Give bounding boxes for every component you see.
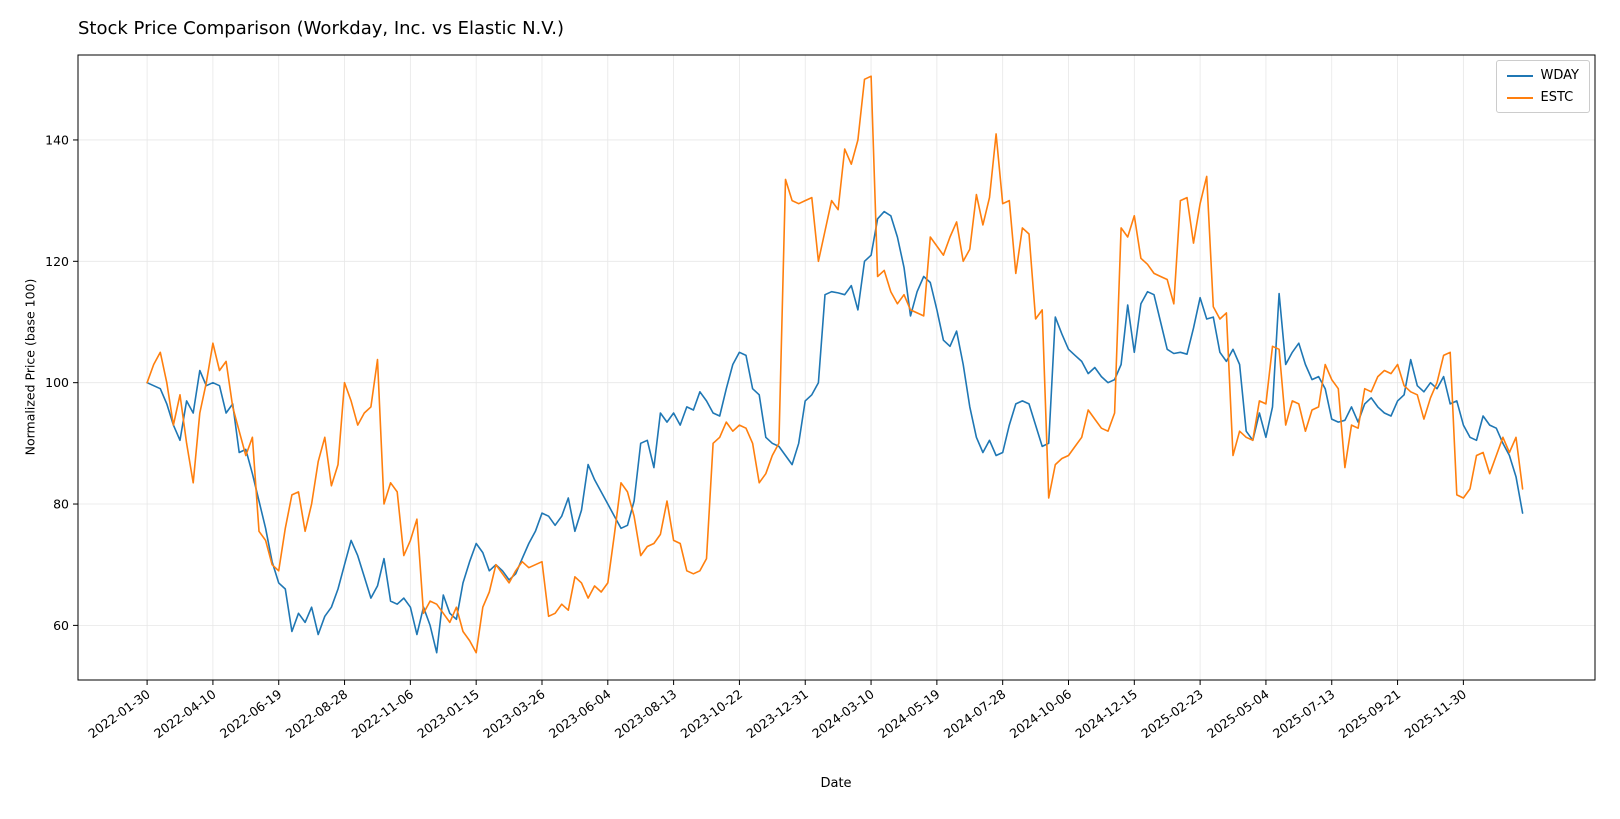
svg-text:60: 60	[53, 618, 69, 633]
svg-text:2023-10-22: 2023-10-22	[678, 686, 746, 741]
legend-item-estc: ESTC	[1506, 90, 1579, 105]
svg-text:2023-12-31: 2023-12-31	[743, 686, 811, 741]
svg-text:2022-08-28: 2022-08-28	[283, 686, 351, 741]
svg-text:2023-08-13: 2023-08-13	[612, 686, 680, 741]
svg-text:100: 100	[45, 375, 69, 390]
svg-text:2025-11-30: 2025-11-30	[1402, 686, 1470, 741]
svg-text:2024-05-19: 2024-05-19	[875, 686, 943, 741]
svg-text:120: 120	[45, 254, 69, 269]
svg-text:2025-02-23: 2025-02-23	[1138, 686, 1206, 741]
x-axis-label: Date	[820, 776, 852, 791]
legend-label-wday: WDAY	[1540, 68, 1579, 83]
wday-line-swatch	[1506, 74, 1533, 77]
svg-text:2023-01-15: 2023-01-15	[414, 686, 482, 741]
svg-text:2022-01-30: 2022-01-30	[85, 686, 153, 741]
legend: WDAY ESTC	[1495, 60, 1590, 113]
svg-text:140: 140	[45, 132, 69, 147]
svg-text:2024-03-10: 2024-03-10	[809, 686, 877, 741]
svg-text:2022-06-19: 2022-06-19	[217, 686, 285, 741]
svg-text:80: 80	[53, 497, 69, 512]
svg-text:2025-07-13: 2025-07-13	[1270, 686, 1338, 741]
legend-item-wday: WDAY	[1506, 68, 1579, 83]
estc-line-swatch	[1506, 96, 1533, 99]
svg-text:2024-10-06: 2024-10-06	[1007, 686, 1075, 741]
svg-text:2025-05-04: 2025-05-04	[1204, 686, 1272, 741]
chart-title: Stock Price Comparison (Workday, Inc. vs…	[78, 18, 565, 39]
svg-text:2023-03-26: 2023-03-26	[480, 686, 548, 741]
svg-text:2024-12-15: 2024-12-15	[1072, 686, 1140, 741]
svg-text:2024-07-28: 2024-07-28	[941, 686, 1009, 741]
legend-label-estc: ESTC	[1540, 90, 1574, 105]
svg-text:2022-04-10: 2022-04-10	[151, 686, 219, 741]
svg-text:2022-11-06: 2022-11-06	[349, 686, 417, 741]
svg-text:2023-06-04: 2023-06-04	[546, 686, 614, 741]
svg-text:2025-09-21: 2025-09-21	[1336, 686, 1404, 741]
